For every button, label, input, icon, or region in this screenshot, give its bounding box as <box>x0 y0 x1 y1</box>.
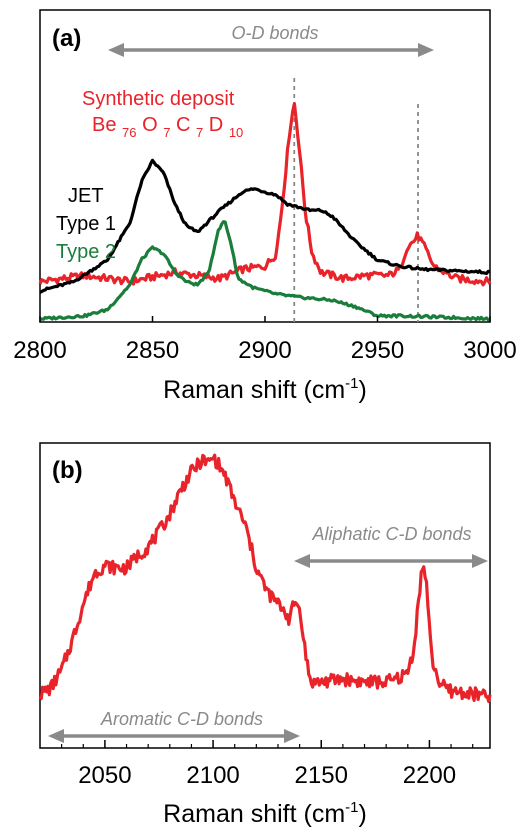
panel-b-label: (b) <box>52 457 83 484</box>
legend-synthetic: Synthetic deposit Be 76 O 7 C 7 D 10 <box>82 88 243 142</box>
panel-b-frame <box>39 442 491 749</box>
x-axis-b-ticks: 2050 2100 2150 2200 <box>61 740 474 789</box>
x-tick-label-a-2900: 2900 <box>238 337 291 364</box>
aliphatic-bonds-arrow <box>294 554 488 568</box>
panel-a-frame <box>39 9 491 323</box>
x-axis-a-title: Raman shift (cm-1) <box>163 375 367 404</box>
legend-jet-title: JET <box>68 185 104 207</box>
formula-base: Be <box>92 114 116 136</box>
legend-jet: JET Type 1 Type 2 <box>56 185 116 263</box>
panel-a: (a) O-D bonds Synthetic deposit Be 76 O … <box>13 9 517 404</box>
legend-synthetic-title: Synthetic deposit <box>82 88 235 110</box>
x-axis-b-title: Raman shift (cm-1) <box>163 799 367 828</box>
x-tick-label-b-2200: 2200 <box>403 762 456 789</box>
series-line-b <box>39 453 492 704</box>
panel-a-label: (a) <box>52 25 81 52</box>
formula-el-1: O <box>142 114 158 136</box>
od-bonds-label: O-D bonds <box>231 23 318 43</box>
x-tick-label-b-2050: 2050 <box>78 762 131 789</box>
x-tick-label-a-2950: 2950 <box>351 337 404 364</box>
formula-el-3: D <box>209 114 223 136</box>
series-b <box>39 453 492 704</box>
legend-type2: Type 2 <box>56 241 116 263</box>
formula-sub-2: 7 <box>163 125 170 140</box>
series-line-type-2 <box>39 220 491 322</box>
legend-synthetic-formula: Be 76 O 7 C 7 D 10 <box>92 114 243 142</box>
aromatic-bonds-label: Aromatic C-D bonds <box>100 709 263 729</box>
x-tick-label-a-2850: 2850 <box>126 337 179 364</box>
formula-sub-4: 10 <box>229 125 243 140</box>
x-tick-label-b-2150: 2150 <box>295 762 348 789</box>
formula-sub-3: 7 <box>196 125 203 140</box>
x-tick-label-a-3000: 3000 <box>463 337 516 364</box>
x-axis-a-ticks: 2800 2850 2900 2950 3000 <box>13 316 517 364</box>
series-line-type-1 <box>39 158 491 294</box>
series-line-synthetic-deposit <box>38 101 492 287</box>
x-tick-label-a-2800: 2800 <box>13 337 66 364</box>
series-a <box>38 101 492 322</box>
aromatic-bonds-arrow <box>48 729 300 743</box>
od-bonds-arrow <box>108 43 434 57</box>
x-tick-label-b-2100: 2100 <box>186 762 239 789</box>
aliphatic-bonds-label: Aliphatic C-D bonds <box>311 524 471 544</box>
formula-sub-1: 76 <box>122 125 136 140</box>
formula-el-2: C <box>176 114 190 136</box>
reference-lines-a <box>293 78 419 322</box>
legend-type1: Type 1 <box>56 213 116 235</box>
panel-b: (b) Aliphatic C-D bonds Aromatic C-D bon… <box>39 442 492 828</box>
